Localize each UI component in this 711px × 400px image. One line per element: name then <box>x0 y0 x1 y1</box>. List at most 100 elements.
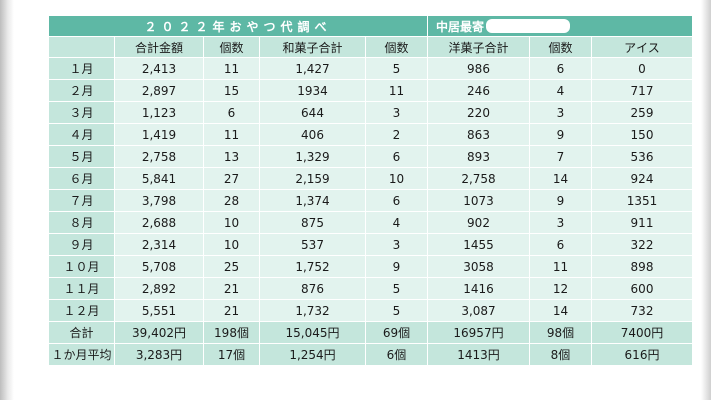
column-header: アイス <box>591 36 693 58</box>
table-cell: 16957円 <box>427 321 530 344</box>
table-cell: 537 <box>259 233 366 256</box>
table-cell: 893 <box>427 145 530 168</box>
table-cell: 5 <box>365 277 428 300</box>
table-cell: 5,551 <box>114 299 204 322</box>
table-row: ２月 2,897 15 1934 11 246 4 717 <box>48 79 693 102</box>
column-header: 洋菓子合計 <box>427 36 530 58</box>
table-cell: 11 <box>365 79 428 102</box>
table-cell: 0 <box>591 57 693 80</box>
table-cell: 1351 <box>591 189 693 212</box>
row-label: ９月 <box>48 233 115 256</box>
table-cell: 5,708 <box>114 255 204 278</box>
table-cell: 717 <box>591 79 693 102</box>
table-title-text: ２０２２年おやつ代調べ <box>144 19 332 34</box>
table-cell: 10 <box>203 211 260 234</box>
table-cell: 986 <box>427 57 530 80</box>
table-cell: 2,314 <box>114 233 204 256</box>
table-cell: 5,841 <box>114 167 204 190</box>
table-cell: 3,087 <box>427 299 530 322</box>
table-cell: 5 <box>365 299 428 322</box>
table-cell: 6個 <box>365 343 428 366</box>
column-header: 個数 <box>203 36 260 58</box>
table-cell: 220 <box>427 101 530 124</box>
table-cell: 1455 <box>427 233 530 256</box>
table-cell: 7400円 <box>591 321 693 344</box>
table-cell: 1,123 <box>114 101 204 124</box>
table-cell: 11 <box>529 255 592 278</box>
table-cell: 259 <box>591 101 693 124</box>
slide-edge-right <box>701 0 711 400</box>
table-cell: 69個 <box>365 321 428 344</box>
table-cell: 875 <box>259 211 366 234</box>
table-cell: 27 <box>203 167 260 190</box>
table-cell: 924 <box>591 167 693 190</box>
table-cell: 863 <box>427 123 530 146</box>
table-cell: 644 <box>259 101 366 124</box>
table-cell: 2,159 <box>259 167 366 190</box>
table-cell: 1,732 <box>259 299 366 322</box>
table-row: ４月 1,419 11 406 2 863 9 150 <box>48 123 693 146</box>
row-label: ２月 <box>48 79 115 102</box>
table-cell: 4 <box>365 211 428 234</box>
table-row: １１月 2,892 21 876 5 1416 12 600 <box>48 277 693 300</box>
table-cell: 3 <box>529 101 592 124</box>
column-header: 個数 <box>365 36 428 58</box>
row-label: ４月 <box>48 123 115 146</box>
table-cell: 1413円 <box>427 343 530 366</box>
column-header: 和菓子合計 <box>259 36 366 58</box>
table-cell: 15,045円 <box>259 321 366 344</box>
table-cell: 11 <box>203 123 260 146</box>
row-label: ８月 <box>48 211 115 234</box>
table-cell: 28 <box>203 189 260 212</box>
row-label: ３月 <box>48 101 115 124</box>
snack-expense-table: ２０２２年おやつ代調べ 中居最寄 合計金額 個数 和菓子合計 個数 洋菓子合計 個数 アイス… <box>48 15 693 366</box>
table-cell: 12 <box>529 277 592 300</box>
table-row: １０月 5,708 25 1,752 9 3058 11 898 <box>48 255 693 278</box>
table-cell: 2,758 <box>114 145 204 168</box>
table-cell: 1,374 <box>259 189 366 212</box>
table-cell: 2,892 <box>114 277 204 300</box>
table-cell: 1,254円 <box>259 343 366 366</box>
table-cell: 732 <box>591 299 693 322</box>
author-label: 中居最寄 <box>436 19 485 34</box>
table-title: ２０２２年おやつ代調べ <box>48 15 428 37</box>
table-cell: 902 <box>427 211 530 234</box>
table-body: ２０２２年おやつ代調べ 中居最寄 合計金額 個数 和菓子合計 個数 洋菓子合計 個数 アイス… <box>48 15 693 366</box>
table-cell: 39,402円 <box>114 321 204 344</box>
table-cell: 4 <box>529 79 592 102</box>
table-cell: 322 <box>591 233 693 256</box>
table-cell: 246 <box>427 79 530 102</box>
table-cell: 1416 <box>427 277 530 300</box>
table-cell: 25 <box>203 255 260 278</box>
table-cell: 3 <box>365 101 428 124</box>
table-cell: 2,413 <box>114 57 204 80</box>
table-cell: 6 <box>365 189 428 212</box>
table-cell: 9 <box>529 189 592 212</box>
table-row: １２月 5,551 21 1,732 5 3,087 14 732 <box>48 299 693 322</box>
row-label: １２月 <box>48 299 115 322</box>
row-label: ７月 <box>48 189 115 212</box>
table-row: ３月 1,123 6 644 3 220 3 259 <box>48 101 693 124</box>
table-cell: 6 <box>529 233 592 256</box>
table-cell: 3,283円 <box>114 343 204 366</box>
table-cell: 876 <box>259 277 366 300</box>
table-cell: 2 <box>365 123 428 146</box>
table-cell: 14 <box>529 167 592 190</box>
table-cell: 198個 <box>203 321 260 344</box>
table-row: ６月 5,841 27 2,159 10 2,758 14 924 <box>48 167 693 190</box>
column-header: 合計金額 <box>114 36 204 58</box>
table-cell: 6 <box>529 57 592 80</box>
table-cell: 15 <box>203 79 260 102</box>
table-cell: 14 <box>529 299 592 322</box>
slide-edge-left <box>0 0 14 400</box>
table-cell: 2,758 <box>427 167 530 190</box>
row-label: ６月 <box>48 167 115 190</box>
table-cell: 536 <box>591 145 693 168</box>
summary-row: 合計 39,402円 198個 15,045円 69個 16957円 98個 7400円 <box>48 321 693 344</box>
table-cell: 9 <box>365 255 428 278</box>
table-cell: 2,897 <box>114 79 204 102</box>
table-cell: 1,752 <box>259 255 366 278</box>
row-label: １か月平均 <box>48 343 115 366</box>
table-cell: 5 <box>365 57 428 80</box>
table-cell: 17個 <box>203 343 260 366</box>
